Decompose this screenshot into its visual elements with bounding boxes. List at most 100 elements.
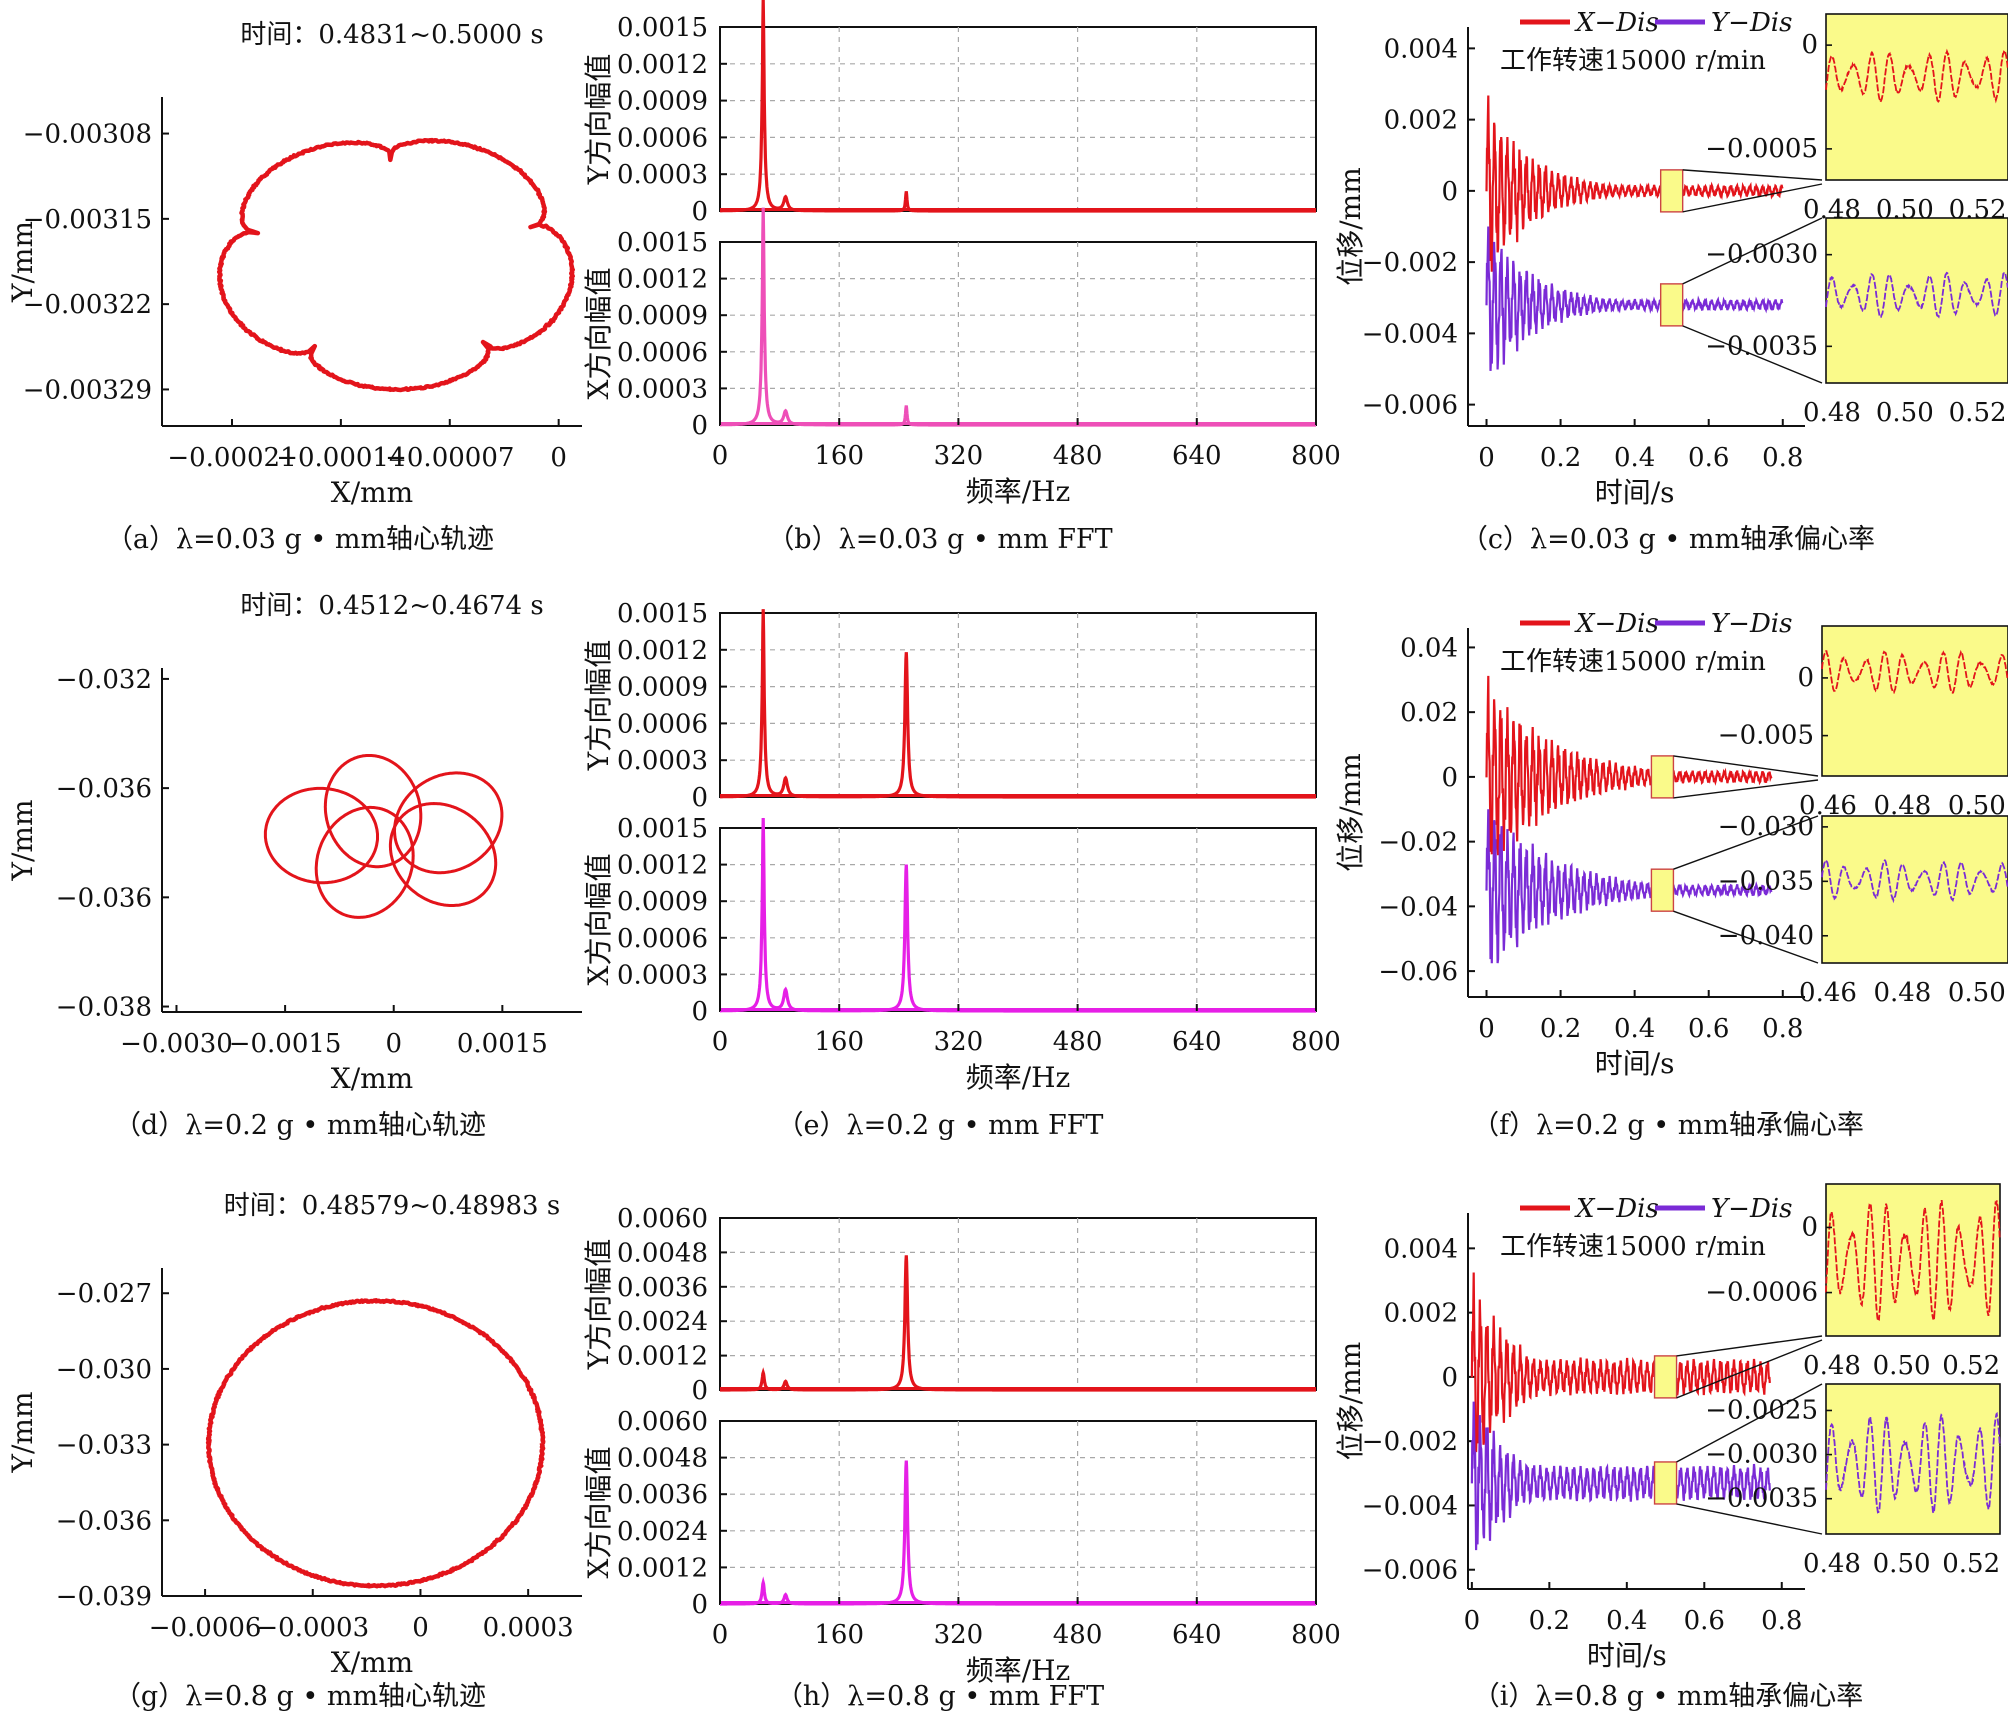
x-axis-label: 时间/s xyxy=(1595,1047,1675,1080)
x-tick-label: 0 xyxy=(712,1620,729,1650)
y-tick-label: 0.004 xyxy=(1384,1234,1458,1264)
inset-trace xyxy=(1825,270,2008,319)
caption-i: （i）λ=0.8 g • mm轴承偏心率 xyxy=(1473,1681,1863,1712)
orbit-lobe-4 xyxy=(314,805,415,919)
orbit-trace xyxy=(216,137,575,393)
y-axis-label: Y/mm xyxy=(6,221,39,303)
time-window-note: 时间：0.4831~0.5000 s xyxy=(240,20,543,50)
x-tick-label: 160 xyxy=(814,1027,864,1057)
series-x-dis xyxy=(1485,95,1784,272)
x-tick-label: −0.0015 xyxy=(229,1029,342,1059)
y-tick-label: 0.0012 xyxy=(617,50,708,80)
x-tick-label: 160 xyxy=(814,441,864,471)
plot-frame xyxy=(719,26,1317,212)
y-tick-label: −0.00322 xyxy=(23,290,152,320)
y-tick-label: 0.0036 xyxy=(617,1480,708,1510)
inset-x-tick-label: 0.50 xyxy=(1873,1351,1931,1381)
y-tick-label: −0.00315 xyxy=(23,205,152,235)
series-y-dis xyxy=(1485,226,1784,371)
fft-chart-b: 00.00030.00060.00090.00120.0015Y方向幅值00.0… xyxy=(582,0,1341,508)
inset-y-tick-label: −0.0030 xyxy=(1705,240,1818,270)
y-tick-label: 0.0024 xyxy=(617,1307,708,1337)
x-tick-label: 0 xyxy=(1478,443,1495,473)
zoom-connector xyxy=(1676,1335,1823,1357)
caption-a: （a）λ=0.03 g • mm轴心轨迹 xyxy=(106,524,494,555)
inset-trace xyxy=(1825,1411,2001,1516)
zoom-inset-y: −0.0025 −0.0030 −0.0035 0.48 0.50 0.52 xyxy=(1653,1383,2001,1579)
y-tick-label: −0.006 xyxy=(1362,1556,1458,1586)
orbit-chart-a: −0.00021−0.00014−0.00007 0 −0.00308 −0.0031… xyxy=(6,20,582,509)
zoom-connector xyxy=(1673,755,1819,777)
caption-b: （b）λ=0.03 g • mm FFT xyxy=(767,524,1112,555)
inset-frame xyxy=(1821,815,2008,964)
inset-y-tick-label: 0 xyxy=(1801,1212,1818,1242)
y-tick-label: 0.002 xyxy=(1384,1299,1458,1329)
speed-note: 工作转速15000 r/min xyxy=(1500,647,1766,677)
inset-y-tick-label: −0.005 xyxy=(1718,721,1814,751)
y-axis-label: Y/mm xyxy=(6,799,39,881)
y-tick-label: 0.0036 xyxy=(617,1273,708,1303)
zoom-box xyxy=(1653,1461,1678,1505)
orbit-lobe-5 xyxy=(263,786,379,885)
x-tick-label: 0.4 xyxy=(1614,443,1655,473)
y-tick-label: 0.002 xyxy=(1384,106,1458,136)
x-tick-label: 640 xyxy=(1172,1620,1222,1650)
inset-x-tick-label: 0.50 xyxy=(1876,398,1934,428)
x-axis-label: 频率/Hz xyxy=(966,475,1071,508)
plot-frame xyxy=(719,1217,1317,1391)
y-tick-label: 0 xyxy=(1441,177,1458,207)
zoom-box xyxy=(1659,283,1684,327)
caption-c: （c）λ=0.03 g • mm轴承偏心率 xyxy=(1461,524,1875,555)
y-tick-label: −0.036 xyxy=(56,1506,152,1536)
x-tick-label: 800 xyxy=(1291,1620,1341,1650)
y-tick-label: 0.0006 xyxy=(617,709,708,739)
orbit-chart-g: −0.0006−0.0003 0 0.0003 −0.027 −0.030 −0.033 −… xyxy=(6,1191,582,1679)
y-tick-label: 0.0006 xyxy=(617,338,708,368)
inset-frame xyxy=(1825,217,2008,384)
x-tick-label: 640 xyxy=(1172,1027,1222,1057)
x-tick-label: 0 xyxy=(412,1613,429,1643)
y-tick-label: 0.0015 xyxy=(617,599,708,629)
inset-x-tick-label: 0.48 xyxy=(1803,1351,1861,1381)
y-tick-label: 0.0060 xyxy=(617,1407,708,1437)
y-tick-label: −0.00308 xyxy=(23,120,152,150)
y-tick-label: 0.0003 xyxy=(617,960,708,990)
zoom-connector xyxy=(1676,1383,1823,1463)
x-tick-label: 480 xyxy=(1053,441,1103,471)
inset-trace xyxy=(1821,858,2008,904)
y-tick-label: 0 xyxy=(1441,1363,1458,1393)
y-tick-label: 0.0012 xyxy=(617,636,708,666)
x-tick-label: 0 xyxy=(712,441,729,471)
y-axis-label: X方向幅值 xyxy=(582,1447,615,1579)
zoom-connector xyxy=(1682,217,1823,285)
inset-x-tick-label: 0.48 xyxy=(1873,978,1931,1008)
y-tick-label: −0.036 xyxy=(56,774,152,804)
y-tick-label: 0.0012 xyxy=(617,851,708,881)
y-tick-label: 0.0006 xyxy=(617,123,708,153)
x-tick-label: 0.8 xyxy=(1762,1014,1803,1044)
y-tick-label: −0.036 xyxy=(56,883,152,913)
y-tick-label: 0 xyxy=(1441,763,1458,793)
zoom-connector xyxy=(1682,169,1823,181)
caption-f: （f）λ=0.2 g • mm轴承偏心率 xyxy=(1472,1110,1864,1141)
x-tick-label: 0.0015 xyxy=(457,1029,548,1059)
inset-x-tick-label: 0.46 xyxy=(1799,978,1857,1008)
inset-trace xyxy=(1825,1200,2001,1321)
y-tick-label: 0.0003 xyxy=(617,374,708,404)
zoom-inset-x: 0 −0.0006 0.48 0.50 0.52 xyxy=(1653,1183,2001,1399)
plot-frame xyxy=(719,1420,1317,1605)
inset-y-tick-label: −0.030 xyxy=(1718,812,1814,842)
inset-frame xyxy=(1825,1383,2001,1535)
x-tick-label: 0.4 xyxy=(1606,1606,1647,1636)
x-tick-label: 480 xyxy=(1053,1027,1103,1057)
legend-label-1: X−Dis xyxy=(1574,1194,1659,1224)
y-tick-label: −0.002 xyxy=(1362,1427,1458,1457)
legend-label-1: X−Dis xyxy=(1574,8,1659,38)
zoom-connector xyxy=(1673,779,1819,799)
inset-y-tick-label: −0.035 xyxy=(1718,866,1814,896)
zoom-inset-y: −0.030 −0.035 −0.040 0.46 0.48 0.50 xyxy=(1650,812,2008,1008)
caption-h: （h）λ=0.8 g • mm FFT xyxy=(776,1681,1104,1712)
displacement-chart-i: 0 0.2 0.4 0.6 0.8 0.004 0.002 0 −0.002 −0.004 −0.0… xyxy=(1334,1183,2001,1672)
